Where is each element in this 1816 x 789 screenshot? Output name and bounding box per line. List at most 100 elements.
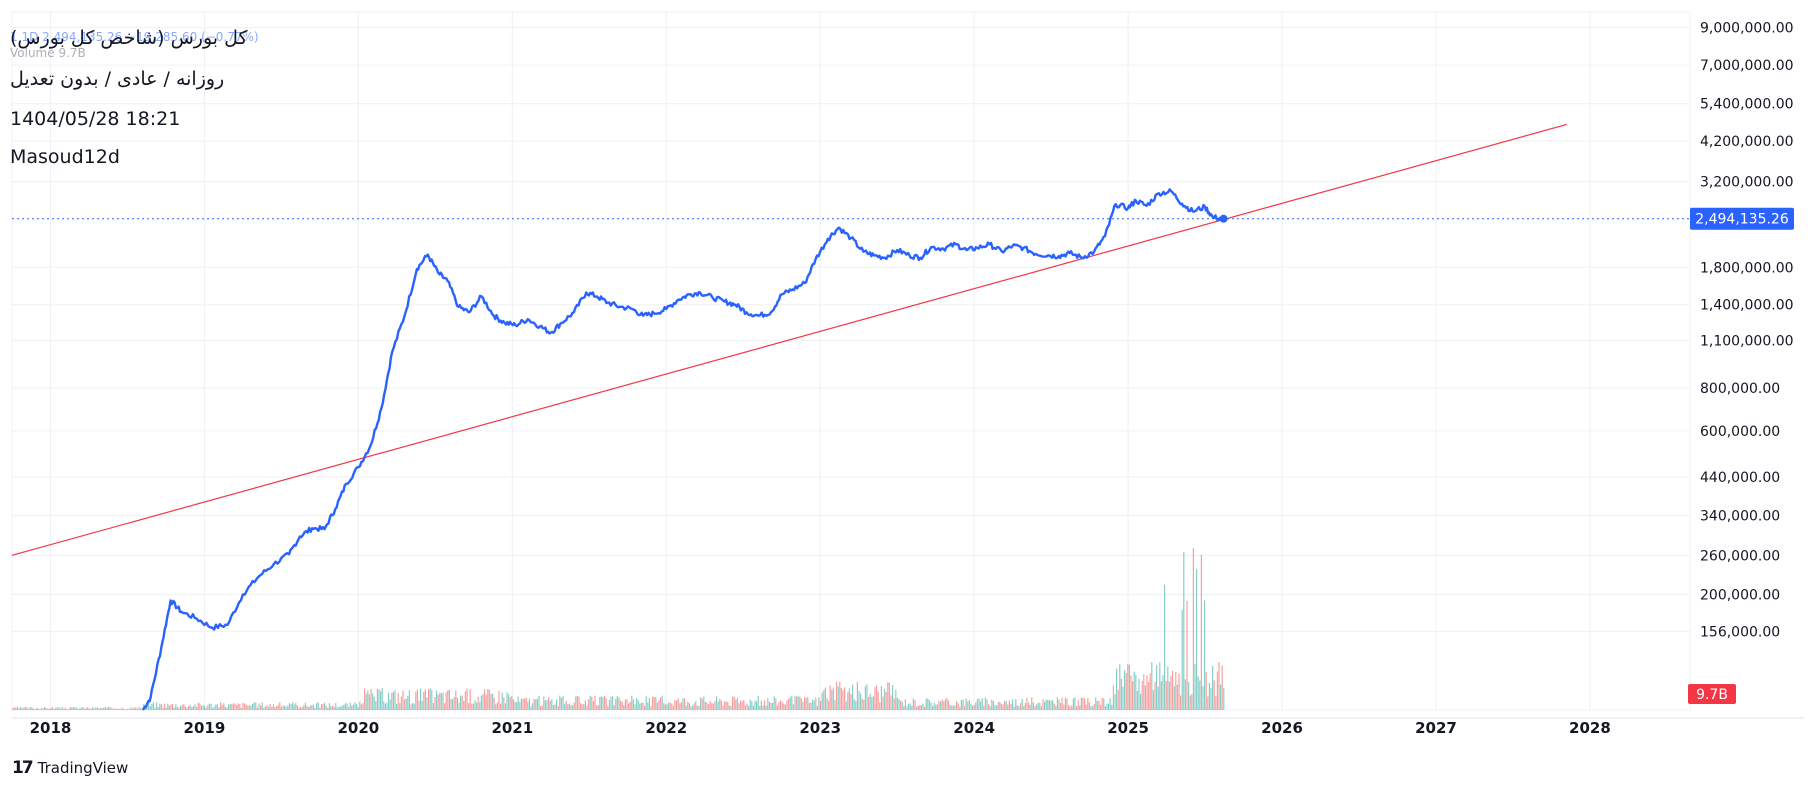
volume-bar (80, 707, 82, 710)
volume-bar (128, 709, 130, 710)
volume-bar (530, 706, 532, 710)
volume-bar (717, 701, 719, 710)
volume-bar (16, 706, 18, 710)
x-tick-label: 2020 (338, 719, 380, 737)
volume-bar (397, 693, 399, 710)
volume-bar (304, 702, 306, 710)
volume-bar (749, 699, 751, 710)
volume-bar (602, 697, 604, 710)
volume-bar (556, 699, 558, 710)
volume-bar (1178, 673, 1180, 710)
volume-bar (845, 701, 847, 710)
volume-bar (277, 704, 279, 710)
volume-bar (279, 702, 281, 710)
volume-bar (349, 702, 351, 710)
volume-bar (1205, 672, 1207, 710)
volume-bar (504, 703, 506, 710)
volume-bar (775, 698, 777, 710)
volume-bar (1148, 682, 1150, 710)
volume-bar (757, 695, 759, 710)
chart-author: Masoud12d (10, 146, 120, 168)
time-axis[interactable]: 2018 2019 2020 2021 2022 2023 2024 2025 2026 2027… (30, 719, 1611, 737)
volume-bar (919, 705, 921, 710)
volume-bar (327, 707, 329, 710)
volume-bar (93, 708, 95, 710)
volume-bar (343, 704, 345, 710)
volume-bar (519, 701, 521, 710)
volume-bar (309, 705, 311, 710)
volume-bar (388, 692, 390, 710)
volume-bar (472, 703, 474, 710)
volume-bar (855, 700, 857, 710)
volume-bar (807, 697, 809, 710)
volume-bar (890, 695, 892, 710)
volume-bar (997, 702, 999, 710)
volume-bar (700, 697, 702, 710)
volume-bar (647, 702, 649, 710)
volume-bar (495, 704, 497, 710)
volume-bar (1021, 699, 1023, 710)
volume-bar (896, 697, 898, 710)
volume-bar (148, 702, 150, 710)
volume-bar (466, 688, 468, 710)
volume-bar (770, 702, 772, 710)
volume-bar (517, 696, 519, 710)
volume-bar (578, 696, 580, 710)
volume-bar (789, 697, 791, 710)
volume-bar (324, 702, 326, 710)
last-price-badge (1690, 207, 1794, 230)
volume-bar (645, 696, 647, 710)
volume-bar (1029, 704, 1031, 710)
volume-bar (887, 682, 889, 710)
price-axis[interactable]: 9,000,000.00 7,000,000.00 5,400,000.00 4,20… (1700, 21, 1794, 641)
volume-bar (584, 700, 586, 710)
volume-bar (1012, 699, 1014, 710)
volume-bar (989, 706, 991, 710)
volume-bar (1114, 694, 1116, 710)
volume-bar (429, 688, 431, 710)
volume-bar (88, 708, 90, 710)
volume-bar (1184, 679, 1186, 710)
volume-bar (1096, 701, 1098, 710)
volume-bar (82, 707, 84, 710)
volume-bar (551, 699, 553, 710)
volume-bar (684, 698, 686, 710)
volume-bar (151, 704, 153, 710)
volume-bar (18, 708, 20, 710)
volume-bar (1042, 699, 1044, 710)
volume-bar (381, 688, 383, 710)
volume-bar (583, 703, 585, 710)
volume-bar (376, 688, 378, 710)
volume-bar (935, 704, 937, 710)
volume-bar (42, 708, 44, 710)
volume-bar (637, 700, 639, 710)
volume-bar (948, 700, 950, 710)
volume-bar (213, 706, 215, 710)
tradingview-logo[interactable]: 17 TradingView (12, 758, 128, 778)
volume-bar (44, 706, 46, 710)
volume-bar (224, 706, 226, 710)
volume-bar (394, 690, 396, 710)
volume-bar (848, 688, 850, 710)
volume-bar (540, 705, 542, 710)
volume-bar (380, 691, 382, 710)
volume-bar (1077, 700, 1079, 710)
volume-bar (392, 691, 394, 710)
volume-bar (588, 699, 590, 710)
volume-bar (154, 707, 156, 710)
volume-bar (784, 704, 786, 710)
volume-bar (1149, 673, 1151, 710)
volume-bar (941, 699, 943, 710)
trend-line-layer[interactable] (11, 123, 1568, 556)
axis-badges: 2,494,135.26 9.7B (1688, 207, 1794, 704)
volume-bar (1152, 690, 1154, 710)
volume-bar (359, 701, 361, 710)
volume-bar (178, 707, 180, 710)
volume-bar (762, 705, 764, 710)
volume-bar (424, 689, 426, 710)
volume-bar (285, 706, 287, 710)
volume-bar (580, 703, 582, 710)
volume-bar (853, 699, 855, 710)
volume-bar (1080, 697, 1082, 710)
